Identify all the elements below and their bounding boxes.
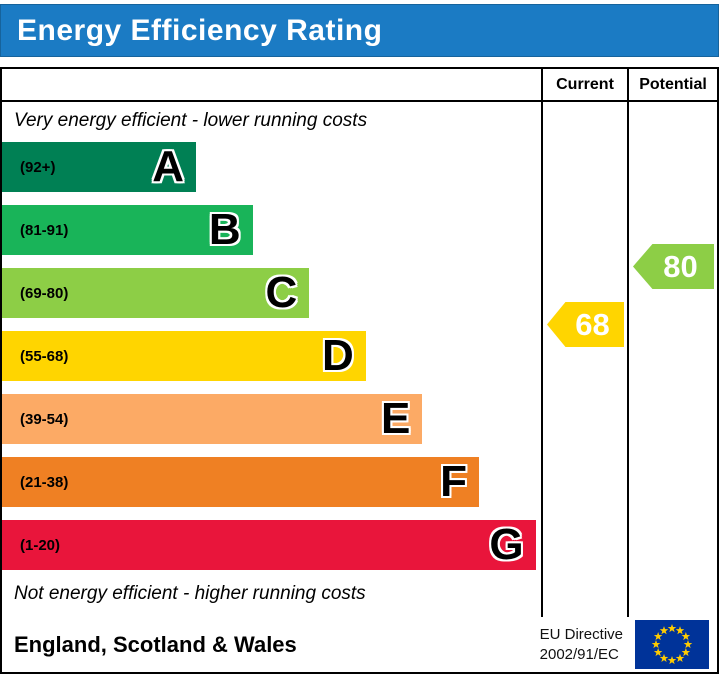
potential-rating-arrow: 80 <box>633 244 714 289</box>
band-bar-e: (39-54) E <box>2 394 423 444</box>
footer-region: England, Scotland & Wales <box>14 631 297 657</box>
eu-directive: EU Directive 2002/91/EC <box>540 625 623 664</box>
eu-flag-icon <box>635 620 709 669</box>
current-rating-value: 68 <box>575 306 610 342</box>
band-row: (39-54) E <box>2 394 541 444</box>
current-column: 68 <box>541 102 627 617</box>
band-range-label: (69-80) <box>20 284 69 302</box>
note-bottom: Not energy efficient - higher running co… <box>14 583 366 604</box>
band-bar-g: (1-20) G <box>2 520 536 570</box>
band-row: (92+) A <box>2 142 541 192</box>
band-letter: F <box>440 457 467 506</box>
band-range-label: (81-91) <box>20 221 69 239</box>
potential-rating-value: 80 <box>663 248 698 284</box>
band-range-label: (92+) <box>20 158 56 176</box>
band-letter: A <box>152 142 185 191</box>
band-letter: C <box>265 268 298 317</box>
band-letter: D <box>322 331 354 380</box>
column-header-spacer <box>2 69 541 102</box>
band-bar-a: (92+) A <box>2 142 197 192</box>
band-bar-f: (21-38) F <box>2 457 479 507</box>
column-header-potential: Potential <box>627 69 717 102</box>
band-row: (1-20) G <box>2 520 541 570</box>
column-header-current: Current <box>541 69 627 102</box>
band-bar-b: (81-91) B <box>2 205 253 255</box>
title-bar: Energy Efficiency Rating <box>0 4 719 57</box>
band-row: (81-91) B <box>2 205 541 255</box>
footer: England, Scotland & Wales EU Directive 2… <box>2 617 717 672</box>
band-range-label: (1-20) <box>20 536 61 554</box>
band-range-label: (55-68) <box>20 347 69 365</box>
band-row: (69-80) C <box>2 268 541 318</box>
potential-column: 80 <box>627 102 717 617</box>
band-letter: B <box>208 205 241 254</box>
band-bar-d: (55-68) D <box>2 331 366 381</box>
band-letter: E <box>381 394 411 443</box>
eu-directive-line2: 2002/91/EC <box>539 645 619 663</box>
band-bar-c: (69-80) C <box>2 268 310 318</box>
epc-chart: Current Potential Very energy efficient … <box>0 67 719 674</box>
footer-right: EU Directive 2002/91/EC <box>540 620 709 669</box>
band-row: (55-68) D <box>2 331 541 381</box>
band-range-label: (21-38) <box>20 473 69 491</box>
epc-grid: Current Potential Very energy efficient … <box>2 69 717 617</box>
bands-area: Very energy efficient - lower running co… <box>2 102 541 617</box>
band-letter: G <box>489 520 524 569</box>
eu-directive-line1: EU Directive <box>539 626 623 643</box>
current-rating-arrow: 68 <box>547 302 624 347</box>
page-title: Energy Efficiency Rating <box>17 13 383 47</box>
note-top: Very energy efficient - lower running co… <box>14 110 368 131</box>
band-range-label: (39-54) <box>20 410 69 428</box>
band-row: (21-38) F <box>2 457 541 507</box>
